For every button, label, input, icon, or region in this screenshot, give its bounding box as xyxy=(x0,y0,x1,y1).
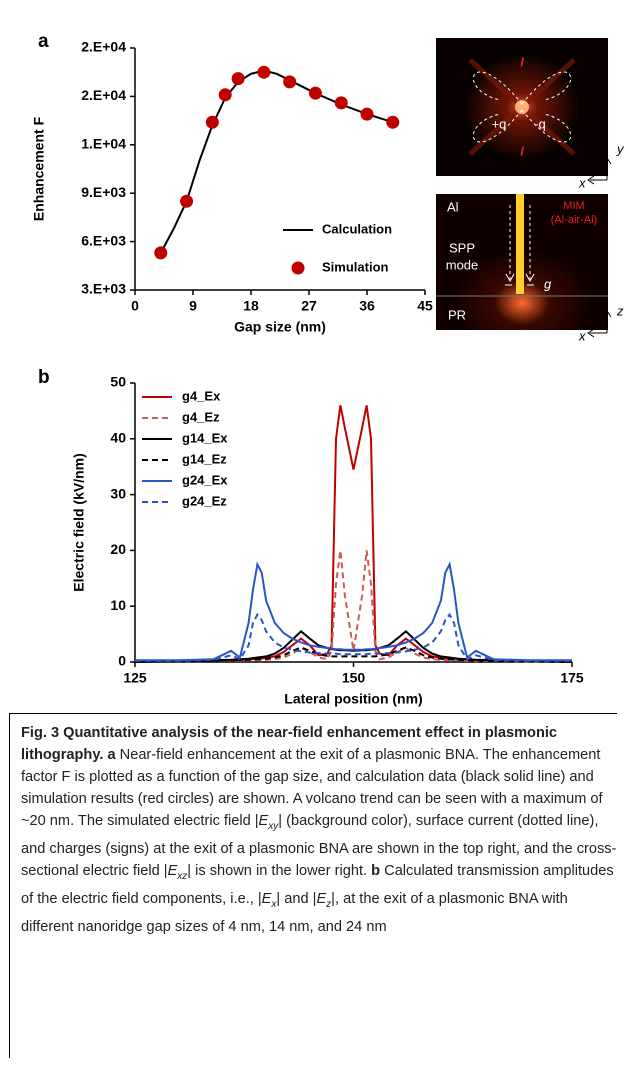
legend-label: g4_Ez xyxy=(182,409,220,424)
legend-label: Simulation xyxy=(322,259,389,274)
marker xyxy=(257,65,271,79)
mim-label: (Al-air-Al) xyxy=(551,214,597,226)
legend-label: g24_Ex xyxy=(182,472,228,487)
x-tick-label: 175 xyxy=(560,670,584,686)
x-axis-title: Lateral position (nm) xyxy=(284,691,422,707)
y-tick-label: 6.E+03 xyxy=(81,232,126,248)
y-axis-title: Electric field (kV/nm) xyxy=(71,453,87,591)
y-tick-label: 50 xyxy=(110,374,126,390)
legend-label: Calculation xyxy=(322,221,392,236)
current-label: I xyxy=(520,143,524,158)
mim-label: MIM xyxy=(563,200,584,212)
x-tick-label: 150 xyxy=(342,670,366,686)
y-tick-label: 1.E+04 xyxy=(81,136,126,152)
material-label: Al xyxy=(447,199,459,214)
x-tick-label: 0 xyxy=(131,298,139,314)
axis-letter: x xyxy=(578,328,586,343)
caption-text: x xyxy=(271,898,277,910)
marker xyxy=(218,88,232,102)
axis-letter: y xyxy=(616,141,625,156)
legend-label: g24_Ez xyxy=(182,493,227,508)
y-tick-label: 9.E+03 xyxy=(81,184,126,200)
y-tick-label: 3.E+03 xyxy=(81,281,126,297)
marker xyxy=(360,107,374,121)
caption-text: | and | xyxy=(276,890,317,907)
caption-text: Near-field enhancement at the exit of a … xyxy=(21,747,603,829)
y-tick-label: 40 xyxy=(110,430,126,446)
y-axis-title: Enhancement F xyxy=(31,116,47,221)
figure: I +q -q I y x Al MIM (Al-air-Al) SPP mod… xyxy=(31,31,625,707)
caption-text: E xyxy=(316,890,327,907)
marker xyxy=(231,72,245,86)
data-line xyxy=(134,550,573,663)
x-tick-label: 36 xyxy=(359,298,375,314)
y-tick-label: 20 xyxy=(110,541,126,557)
x-tick-label: 9 xyxy=(189,298,197,314)
caption-text: Fig. 3 Quantitative analysis of the near… xyxy=(21,725,558,763)
legend-label: g14_Ez xyxy=(182,451,227,466)
legend-label: g4_Ex xyxy=(182,388,221,403)
y-tick-label: 30 xyxy=(110,485,126,501)
y-tick-label: 0 xyxy=(118,653,126,669)
axis-letter: x xyxy=(578,175,586,190)
x-tick-label: 18 xyxy=(243,298,259,314)
legend-marker xyxy=(291,261,305,275)
axis-letter: z xyxy=(616,303,624,318)
caption: Fig. 3 Quantitative analysis of the near… xyxy=(9,713,617,1058)
legend-label: g14_Ex xyxy=(182,430,228,445)
caption-text: b xyxy=(371,862,381,879)
data-line xyxy=(135,561,572,662)
panel-label: a xyxy=(38,31,49,52)
panel-label: b xyxy=(38,367,50,388)
field-map-bottom: Al MIM (Al-air-Al) SPP mode g PR z x xyxy=(436,194,624,343)
spp-label: SPP xyxy=(449,240,475,255)
caption-text: E xyxy=(167,862,178,879)
caption-text: | is shown in the lower right. xyxy=(187,862,372,879)
caption-text: E xyxy=(261,890,272,907)
x-axis-title: Gap size (nm) xyxy=(234,319,326,335)
x-tick-label: 27 xyxy=(301,298,317,314)
x-tick-label: 45 xyxy=(417,298,433,314)
marker xyxy=(283,75,297,89)
field-map-top: I +q -q I y x xyxy=(436,38,625,190)
marker xyxy=(308,86,322,100)
marker xyxy=(334,96,348,110)
data-line xyxy=(134,646,573,663)
data-line xyxy=(159,69,394,254)
y-tick-label: 2.E+04 xyxy=(81,39,126,55)
caption-text: xz xyxy=(177,870,188,882)
marker xyxy=(154,246,168,260)
caption-text: E xyxy=(258,813,269,829)
charge-label: +q xyxy=(492,116,507,131)
marker xyxy=(386,115,400,129)
y-tick-label: 2.E+04 xyxy=(81,87,126,103)
marker xyxy=(205,115,219,129)
caption-text: Calculated transmission amplitudes of th… xyxy=(21,862,614,907)
spp-label: mode xyxy=(446,257,479,272)
caption-text: | (background color), surface current (d… xyxy=(21,813,617,879)
caption-text: |, at the exit of a plasmonic BNA with d… xyxy=(21,890,568,935)
x-tick-label: 125 xyxy=(123,670,147,686)
gap-label: g xyxy=(544,276,552,291)
material-label: PR xyxy=(448,307,466,322)
current-label: I xyxy=(520,54,524,69)
caption-text: z xyxy=(326,898,332,910)
marker xyxy=(180,194,194,208)
data-line xyxy=(135,612,572,662)
data-line xyxy=(134,629,573,663)
caption-text: xy xyxy=(268,820,279,832)
charge-label: -q xyxy=(534,116,546,131)
y-tick-label: 10 xyxy=(110,597,126,613)
